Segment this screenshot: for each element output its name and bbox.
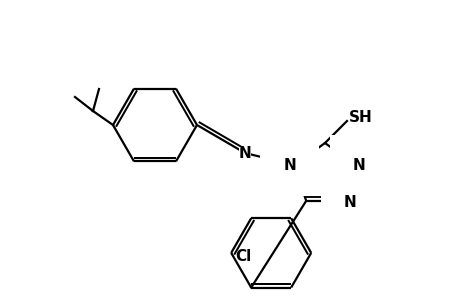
Text: N: N	[283, 158, 295, 172]
Text: N: N	[353, 158, 365, 172]
Text: SH: SH	[348, 110, 372, 125]
Text: Cl: Cl	[235, 249, 251, 264]
Text: N: N	[238, 146, 251, 161]
Text: N: N	[343, 195, 355, 210]
